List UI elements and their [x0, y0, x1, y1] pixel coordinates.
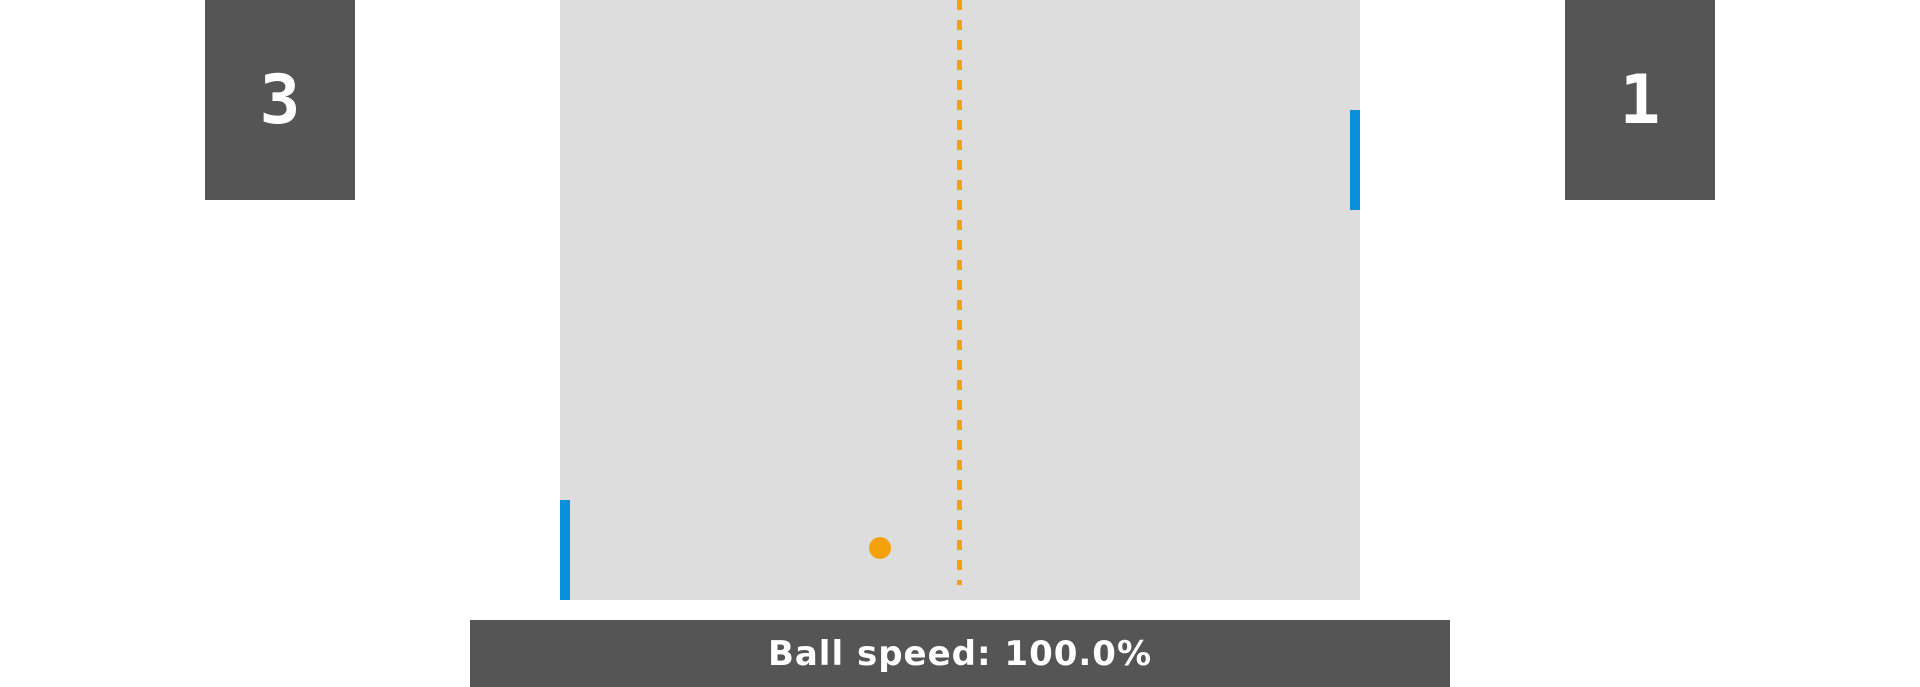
- center-line: [957, 0, 962, 585]
- right-player-score: 1: [1565, 0, 1715, 200]
- left-paddle: [560, 500, 570, 600]
- right-score-value: 1: [1619, 60, 1661, 140]
- ball: [869, 537, 891, 559]
- right-paddle: [1350, 110, 1360, 210]
- ball-speed-bar: Ball speed: 100.0%: [470, 620, 1450, 687]
- left-score-value: 3: [259, 60, 301, 140]
- game-court[interactable]: [560, 0, 1360, 600]
- ball-speed-label: Ball speed: 100.0%: [767, 633, 1153, 674]
- left-player-score: 3: [205, 0, 355, 200]
